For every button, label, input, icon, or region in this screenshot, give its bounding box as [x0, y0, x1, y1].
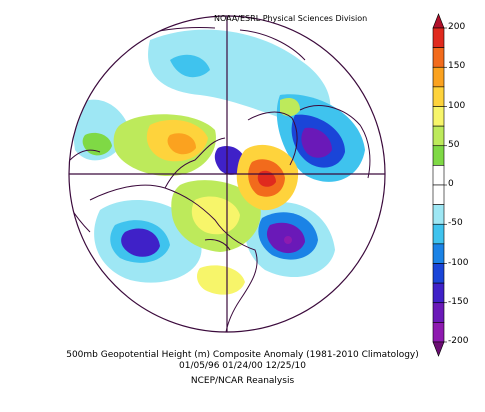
colorbar-bin [432, 263, 445, 284]
anomaly-region [170, 54, 210, 78]
colorbar-tick-label: 150 [448, 61, 466, 72]
credit-text: NOAA/ESRL Physical Sciences Division [214, 14, 368, 23]
colorbar [432, 13, 447, 357]
colorbar-bin [432, 223, 445, 245]
anomaly-region [280, 98, 300, 117]
composite-dates: 01/05/96 01/24/00 12/25/10 [179, 361, 306, 371]
colorbar-bin [432, 66, 445, 88]
colorbar-bin [432, 86, 445, 107]
colorbar-bin [432, 47, 445, 68]
anomaly-region [301, 127, 332, 158]
colorbar-bin [432, 341, 445, 357]
colorbar-bin [432, 125, 445, 147]
colorbar-tick-label: 100 [448, 100, 466, 111]
data-source: NCEP/NCAR Reanalysis [190, 376, 295, 386]
colorbar-bin [432, 145, 445, 166]
anomaly-region [167, 133, 196, 155]
colorbar-bin [432, 322, 445, 343]
colorbar-bin [432, 165, 445, 186]
anomaly-region [121, 228, 160, 257]
anomaly-field [69, 27, 371, 332]
anomaly-region [257, 170, 276, 187]
colorbar-bin [432, 243, 445, 264]
colorbar-bin [432, 184, 445, 205]
colorbar-bin [432, 13, 445, 29]
colorbar-tick-label: -150 [448, 296, 469, 307]
colorbar-tick-label: 50 [448, 139, 460, 150]
colorbar-bin [432, 106, 445, 127]
anomaly-region [284, 236, 292, 244]
colorbar-bin [432, 302, 445, 323]
colorbar-bin [432, 282, 445, 304]
colorbar-tick-label: -100 [448, 257, 469, 268]
colorbar-tick-label: -50 [448, 218, 463, 229]
colorbar-bin [432, 204, 445, 225]
colorbar-tick-label: -200 [448, 336, 469, 346]
colorbar-tick-label: 200 [448, 22, 466, 32]
anomaly-region [197, 265, 245, 295]
coastlines [69, 27, 371, 332]
colorbar-bin [432, 27, 445, 48]
anomaly-region [191, 196, 240, 235]
colorbar-tick-label: 0 [448, 179, 454, 189]
map-title: 500mb Geopotential Height (m) Composite … [66, 350, 419, 360]
